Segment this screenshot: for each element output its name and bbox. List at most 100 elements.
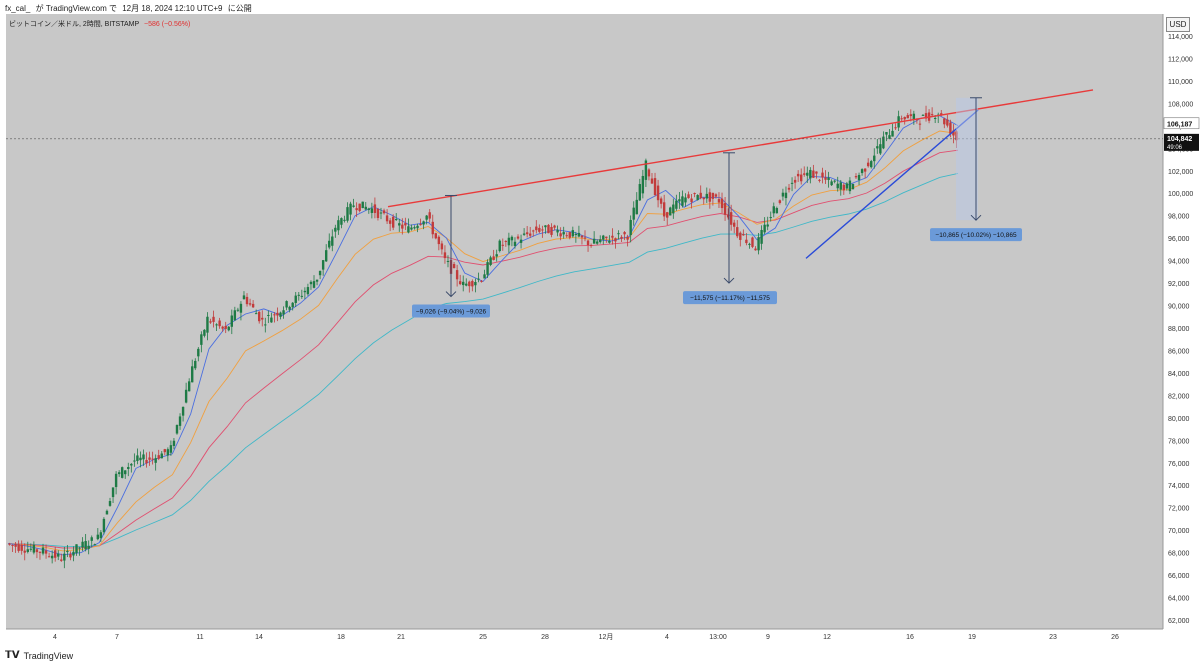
candle-body	[440, 243, 444, 250]
candle-body	[909, 114, 913, 117]
candle-body	[809, 169, 812, 179]
candle-body	[401, 224, 404, 229]
x-tick-label: 12	[823, 634, 831, 641]
price-tag: 106,187	[1167, 122, 1192, 129]
candle-body	[133, 460, 136, 462]
candle-body	[276, 312, 279, 316]
candle-body	[504, 240, 508, 242]
currency-unit-button[interactable]: USD	[1166, 17, 1190, 32]
candle-body	[879, 144, 882, 154]
publish-date: 12月 18, 2024 12:10 UTC+9	[122, 4, 223, 13]
candle-body	[145, 460, 148, 464]
candle-body	[264, 324, 267, 326]
candle-body	[355, 208, 358, 211]
candle-body	[398, 223, 401, 226]
candle-body	[681, 196, 684, 206]
x-tick-label: 25	[479, 634, 487, 641]
candle-body	[53, 550, 57, 558]
candle-body	[349, 203, 352, 215]
candle-body	[337, 220, 340, 231]
candle-body	[321, 260, 325, 270]
candle-body	[757, 237, 760, 251]
brand-label: TradingView	[23, 650, 74, 661]
candle-body	[455, 270, 459, 280]
y-tick-label: 110,000	[1168, 79, 1193, 86]
candle-body	[501, 244, 504, 246]
candle-body	[778, 200, 782, 203]
candle-body	[108, 501, 112, 506]
y-tick-label: 82,000	[1168, 393, 1190, 400]
candle-body	[943, 118, 946, 125]
y-tick-label: 112,000	[1168, 56, 1193, 63]
candle-body	[471, 280, 474, 287]
candle-body	[306, 287, 310, 295]
candle-body	[739, 232, 742, 240]
candle-body	[139, 457, 142, 461]
candle-body	[294, 295, 297, 303]
measure-arrow-head	[970, 214, 982, 221]
candle-body	[358, 203, 361, 211]
y-tick-label: 102,000	[1168, 169, 1193, 176]
candle-body	[790, 182, 794, 184]
candle-body	[888, 135, 891, 139]
candle-body	[787, 187, 791, 190]
price-tag-box	[1163, 117, 1200, 130]
y-tick-label: 108,000	[1168, 101, 1193, 108]
candle-body	[376, 208, 380, 218]
candle-body	[26, 549, 29, 552]
candle-body	[860, 169, 864, 174]
candle-body	[227, 326, 230, 331]
candle-body	[233, 310, 237, 321]
footer-brand: 𝗧𝗩 TradingView	[5, 650, 73, 661]
candle-body	[261, 317, 264, 320]
candle-body	[465, 283, 468, 286]
candle-body	[486, 262, 489, 275]
candle-body	[796, 173, 800, 177]
candle-body	[428, 212, 431, 219]
plot-area	[6, 14, 1163, 629]
candle-body	[407, 226, 410, 233]
candle-body	[711, 192, 715, 199]
candle-body	[577, 232, 581, 237]
candle-body	[565, 235, 568, 237]
candle-body	[373, 204, 377, 213]
candle-body	[8, 543, 11, 545]
candle-body	[343, 219, 346, 221]
candle-body	[66, 550, 69, 553]
candle-body	[595, 241, 599, 244]
candle-body	[589, 245, 593, 247]
ma-fast-line	[7, 115, 959, 556]
candle-body	[659, 198, 663, 204]
candle-body	[93, 544, 96, 546]
candle-body	[821, 172, 824, 178]
candle-body	[516, 236, 520, 239]
y-tick-label: 84,000	[1168, 371, 1190, 378]
candle-body	[267, 314, 270, 316]
x-tick-label: 18	[337, 634, 345, 641]
candle-body	[370, 208, 374, 213]
tradingview-logo-icon: 𝗧𝗩	[5, 650, 20, 661]
price-change: −586 (−0.56%)	[143, 21, 191, 28]
candle-body	[462, 281, 465, 286]
candle-body	[924, 113, 928, 119]
candle-body	[315, 279, 319, 282]
candle-body	[952, 130, 955, 136]
candle-body	[672, 204, 675, 214]
candle-body	[547, 224, 550, 234]
candle-body	[733, 222, 736, 227]
current-price-tag: 104,842	[1167, 136, 1192, 143]
candle-body	[419, 224, 422, 226]
candle-body	[933, 117, 937, 120]
candle-body	[328, 240, 331, 248]
candle-body	[729, 212, 733, 225]
candle-body	[84, 541, 87, 550]
candle-body	[574, 234, 578, 236]
candle-body	[300, 295, 304, 297]
candle-body	[656, 185, 660, 201]
candle-body	[32, 544, 36, 553]
candle-body	[434, 233, 438, 239]
y-tick-label: 68,000	[1168, 551, 1190, 558]
candle-body	[638, 184, 642, 201]
candle-body	[586, 240, 590, 246]
